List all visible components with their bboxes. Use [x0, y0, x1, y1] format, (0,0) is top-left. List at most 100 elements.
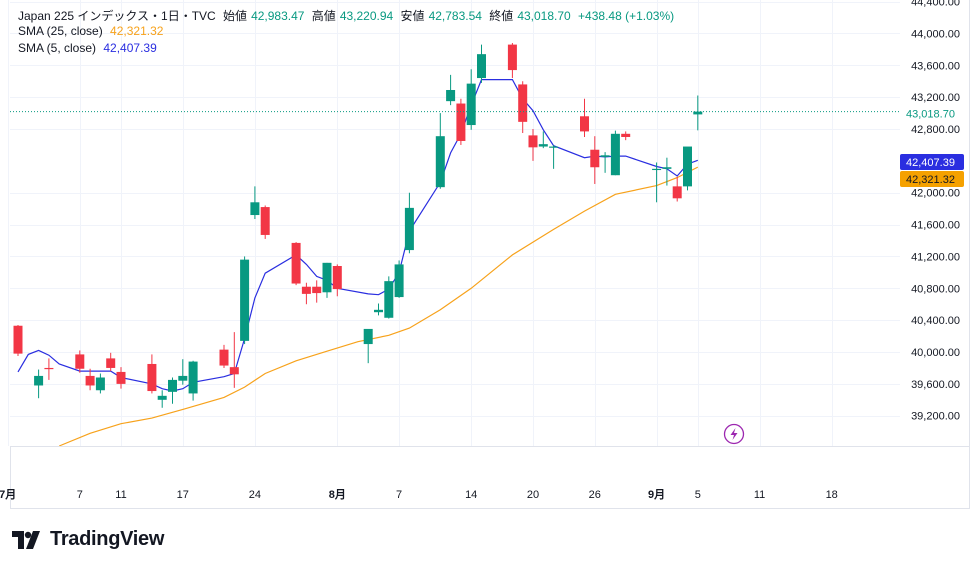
- legend-ohlc: Japan 225 インデックス・1日・TVC 始値 42,983.47 高値 43…: [18, 7, 678, 24]
- sma25-badge: 42,321.32: [906, 174, 955, 186]
- x-tick-label: 9月: [648, 488, 665, 501]
- candle-body: [518, 84, 528, 122]
- candle: [13, 324, 23, 357]
- x-tick-label: 7月: [0, 488, 16, 501]
- candle: [44, 358, 54, 380]
- candle-body: [528, 135, 538, 148]
- tradingview-logo[interactable]: TradingView: [12, 528, 164, 551]
- candle-body: [106, 358, 116, 368]
- candle: [590, 136, 600, 184]
- sma25-badge-bg: [900, 171, 964, 187]
- candle-body: [75, 354, 85, 369]
- candle: [435, 113, 445, 189]
- candle-body: [538, 144, 548, 147]
- candle-body: [374, 309, 383, 313]
- low-label: 安値: [400, 9, 425, 23]
- candle: [240, 256, 250, 345]
- candle: [312, 280, 322, 303]
- sma25-path: [58, 166, 699, 447]
- candle-body: [95, 377, 105, 391]
- y-tick-label: 42,800.00: [911, 124, 960, 136]
- candle: [404, 192, 414, 254]
- candle: [332, 264, 342, 297]
- y-tick-label: 41,200.00: [911, 251, 960, 263]
- candle-body: [260, 207, 270, 235]
- candle-body: [85, 375, 95, 386]
- y-tick-label: 40,400.00: [911, 315, 960, 327]
- candle: [652, 162, 662, 203]
- y-tick-label: 40,800.00: [911, 283, 960, 295]
- high-label: 高値: [311, 9, 336, 23]
- candle-body: [157, 395, 167, 400]
- candle: [219, 344, 229, 368]
- candle-body: [435, 136, 445, 188]
- sma5-value: 42,407.39: [103, 41, 157, 55]
- candle-body: [168, 379, 177, 392]
- candle: [250, 186, 260, 220]
- candle: [662, 157, 672, 186]
- candle-body: [652, 168, 662, 171]
- candle: [507, 43, 517, 79]
- candle: [95, 373, 105, 394]
- open-value: 42,983.47: [251, 9, 305, 23]
- price-axis[interactable]: 44,400.00 44,000.00 43,600.00 43,200.00 42,8…: [911, 0, 960, 423]
- sma25-line: [58, 166, 699, 447]
- candle: [600, 152, 610, 173]
- candle: [116, 367, 126, 389]
- candle-body: [456, 103, 466, 141]
- tradingview-logo-icon: [12, 530, 40, 549]
- sma25-value: 42,321.32: [110, 24, 164, 38]
- candle-body: [404, 207, 414, 251]
- legend-sma25[interactable]: SMA (25, close) 42,321.32: [18, 24, 167, 38]
- high-value: 43,220.94: [339, 9, 394, 23]
- x-tick-label: 7: [396, 489, 402, 501]
- low-value: 42,783.54: [428, 9, 482, 23]
- candle-body: [466, 83, 476, 126]
- flash-icon[interactable]: [723, 423, 745, 445]
- legend-sma5[interactable]: SMA (5, close) 42,407.39: [18, 41, 161, 55]
- candle: [374, 303, 383, 316]
- x-tick-label: 11: [754, 489, 765, 501]
- close-value: 43,018.70: [517, 9, 571, 23]
- candle: [394, 260, 404, 298]
- candle: [363, 328, 373, 364]
- candle-body: [683, 146, 692, 187]
- sma5-label: SMA (5, close): [18, 41, 97, 55]
- candle: [34, 369, 44, 399]
- candle-body: [600, 155, 610, 157]
- candle-body: [13, 325, 23, 354]
- price-badges: 43,018.70 42,407.39 42,321.32: [900, 106, 964, 187]
- x-tick-label: 24: [249, 489, 261, 501]
- candle: [528, 129, 538, 161]
- tradingview-wordmark: TradingView: [50, 528, 165, 550]
- y-tick-label: 42,000.00: [911, 188, 960, 200]
- time-axis[interactable]: 7月 7 11 17 24 8月 7 14 20 26 9月 5 11 18: [0, 488, 838, 501]
- candle: [260, 205, 270, 239]
- candle: [147, 354, 157, 394]
- candle: [75, 350, 85, 373]
- x-tick-label: 20: [527, 489, 539, 501]
- candle-body: [34, 375, 44, 386]
- change-value: +438.48 (+1.03%): [578, 9, 675, 23]
- candle: [384, 276, 394, 319]
- last-price-badge: 43,018.70: [906, 109, 955, 121]
- symbol-title[interactable]: Japan 225 インデックス・1日・TVC: [18, 9, 216, 23]
- x-tick-label: 14: [465, 489, 477, 501]
- candle-body: [240, 259, 250, 341]
- candle: [683, 146, 692, 191]
- y-tick-label: 39,200.00: [911, 411, 960, 423]
- candle: [456, 98, 466, 145]
- candle-body: [44, 367, 54, 370]
- candle-body: [322, 262, 332, 293]
- candle: [610, 130, 620, 176]
- candle: [549, 144, 559, 169]
- candle-body: [363, 328, 373, 345]
- candle-body: [693, 111, 703, 115]
- candle-body: [332, 266, 342, 290]
- y-tick-label: 39,600.00: [911, 379, 960, 391]
- candle: [229, 332, 239, 388]
- candle: [538, 131, 548, 149]
- y-tick-label: 44,000.00: [911, 28, 960, 40]
- chart-frame: [10, 0, 970, 509]
